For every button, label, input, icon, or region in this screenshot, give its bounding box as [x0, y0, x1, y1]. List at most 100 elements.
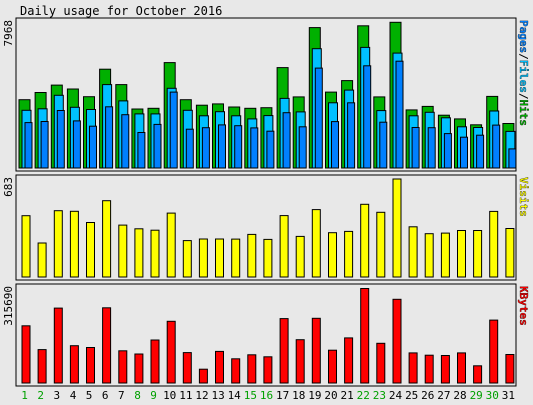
bar-visits-day-23 — [376, 211, 386, 278]
legend-separator: / — [517, 93, 530, 100]
bar-kbytes-day-14 — [231, 358, 241, 384]
bar-pages-day-13 — [218, 124, 226, 169]
day-label-23: 23 — [373, 389, 386, 402]
bar-pages-day-14 — [234, 125, 243, 169]
bar-pages-day-21 — [347, 102, 356, 169]
bar-kbytes-day-8 — [134, 353, 144, 384]
legend-kbytes: KBytes — [517, 286, 530, 326]
panel-kbytes: 315690 KBytes — [2, 283, 530, 387]
day-label-30: 30 — [486, 389, 499, 402]
bar-pages-day-12 — [201, 127, 210, 169]
bar-kbytes-day-1 — [21, 325, 31, 384]
bar-visits-day-16 — [263, 238, 273, 278]
bar-visits-day-12 — [198, 238, 208, 278]
bar-pages-day-28 — [460, 136, 468, 169]
bar-kbytes-day-28 — [457, 352, 466, 384]
bar-visits-day-8 — [134, 228, 144, 278]
day-label-27: 27 — [437, 389, 450, 402]
bar-kbytes-day-12 — [198, 368, 208, 384]
bar-pages-day-26 — [427, 127, 436, 169]
bar-visits-day-9 — [150, 229, 160, 278]
bar-kbytes-day-21 — [344, 337, 354, 384]
bar-visits-day-29 — [473, 230, 483, 278]
day-label-13: 13 — [211, 389, 224, 402]
bar-visits-day-17 — [279, 215, 289, 278]
ymax-label-kbytes: 315690 — [2, 286, 15, 326]
bar-kbytes-day-7 — [118, 350, 128, 384]
day-label-17: 17 — [276, 389, 289, 402]
bar-pages-day-7 — [121, 114, 130, 169]
bar-visits-day-18 — [295, 235, 305, 278]
day-label-1: 1 — [21, 389, 28, 402]
bar-kbytes-day-24 — [392, 298, 402, 384]
bar-pages-day-1 — [24, 122, 33, 169]
day-label-21: 21 — [340, 389, 353, 402]
bar-kbytes-day-19 — [311, 317, 321, 384]
bar-kbytes-day-5 — [86, 347, 95, 384]
legend-item-visits: Visits — [517, 177, 530, 217]
legend-item-hits: Hits — [517, 100, 530, 127]
day-label-18: 18 — [292, 389, 305, 402]
bar-kbytes-day-29 — [473, 365, 483, 384]
bar-kbytes-day-26 — [424, 354, 434, 384]
bar-kbytes-day-15 — [247, 354, 257, 384]
bar-pages-day-6 — [105, 106, 114, 169]
bar-kbytes-day-25 — [408, 352, 418, 384]
bar-kbytes-day-9 — [150, 339, 160, 384]
ymax-label-visits: 683 — [2, 177, 15, 197]
bar-visits-day-24 — [392, 178, 402, 278]
bar-visits-day-20 — [328, 232, 337, 278]
bar-visits-day-27 — [440, 232, 450, 278]
bar-kbytes-day-4 — [69, 345, 79, 384]
bar-kbytes-day-3 — [53, 307, 63, 384]
day-label-11: 11 — [179, 389, 192, 402]
day-label-22: 22 — [357, 389, 370, 402]
bar-visits-day-31 — [505, 228, 515, 278]
bar-kbytes-day-30 — [489, 319, 499, 384]
bar-pages-day-3 — [56, 110, 65, 169]
legend-visits: Visits — [517, 177, 530, 217]
bar-pages-day-10 — [169, 91, 178, 169]
bar-visits-day-10 — [166, 212, 176, 278]
series-visits — [21, 178, 515, 278]
bar-kbytes-day-23 — [376, 342, 386, 384]
bar-kbytes-day-11 — [182, 352, 192, 384]
bar-pages-day-29 — [476, 134, 485, 169]
day-label-10: 10 — [163, 389, 176, 402]
bar-pages-day-11 — [185, 128, 194, 169]
bar-pages-day-27 — [443, 133, 452, 169]
day-label-31: 31 — [502, 389, 515, 402]
bar-visits-day-13 — [215, 238, 224, 278]
ymax-label-hits: 7968 — [2, 20, 15, 47]
bar-kbytes-day-10 — [166, 320, 176, 384]
bar-pages-day-18 — [298, 126, 307, 169]
bar-pages-day-24 — [395, 60, 404, 169]
day-label-24: 24 — [389, 389, 403, 402]
bar-visits-day-22 — [360, 203, 370, 278]
bar-pages-day-30 — [492, 124, 501, 169]
bar-kbytes-day-20 — [328, 349, 337, 384]
day-label-19: 19 — [308, 389, 321, 402]
bar-pages-day-16 — [266, 130, 275, 169]
bar-kbytes-day-18 — [295, 339, 305, 384]
day-label-12: 12 — [195, 389, 208, 402]
bar-visits-day-11 — [182, 240, 192, 278]
bar-pages-day-20 — [331, 121, 339, 169]
bar-visits-day-5 — [86, 222, 95, 278]
bar-visits-day-28 — [457, 230, 466, 278]
day-label-3: 3 — [53, 389, 60, 402]
day-label-4: 4 — [70, 389, 77, 402]
bar-visits-day-14 — [231, 238, 241, 278]
bar-pages-day-4 — [72, 120, 81, 169]
bar-visits-day-1 — [21, 215, 31, 278]
day-label-28: 28 — [453, 389, 466, 402]
day-label-25: 25 — [405, 389, 418, 402]
day-label-15: 15 — [244, 389, 257, 402]
bar-pages-day-19 — [314, 67, 323, 169]
day-label-8: 8 — [134, 389, 141, 402]
bar-visits-day-26 — [424, 233, 434, 278]
bar-visits-day-4 — [69, 210, 79, 278]
day-label-9: 9 — [150, 389, 157, 402]
day-label-7: 7 — [118, 389, 125, 402]
bar-pages-day-15 — [250, 127, 259, 169]
